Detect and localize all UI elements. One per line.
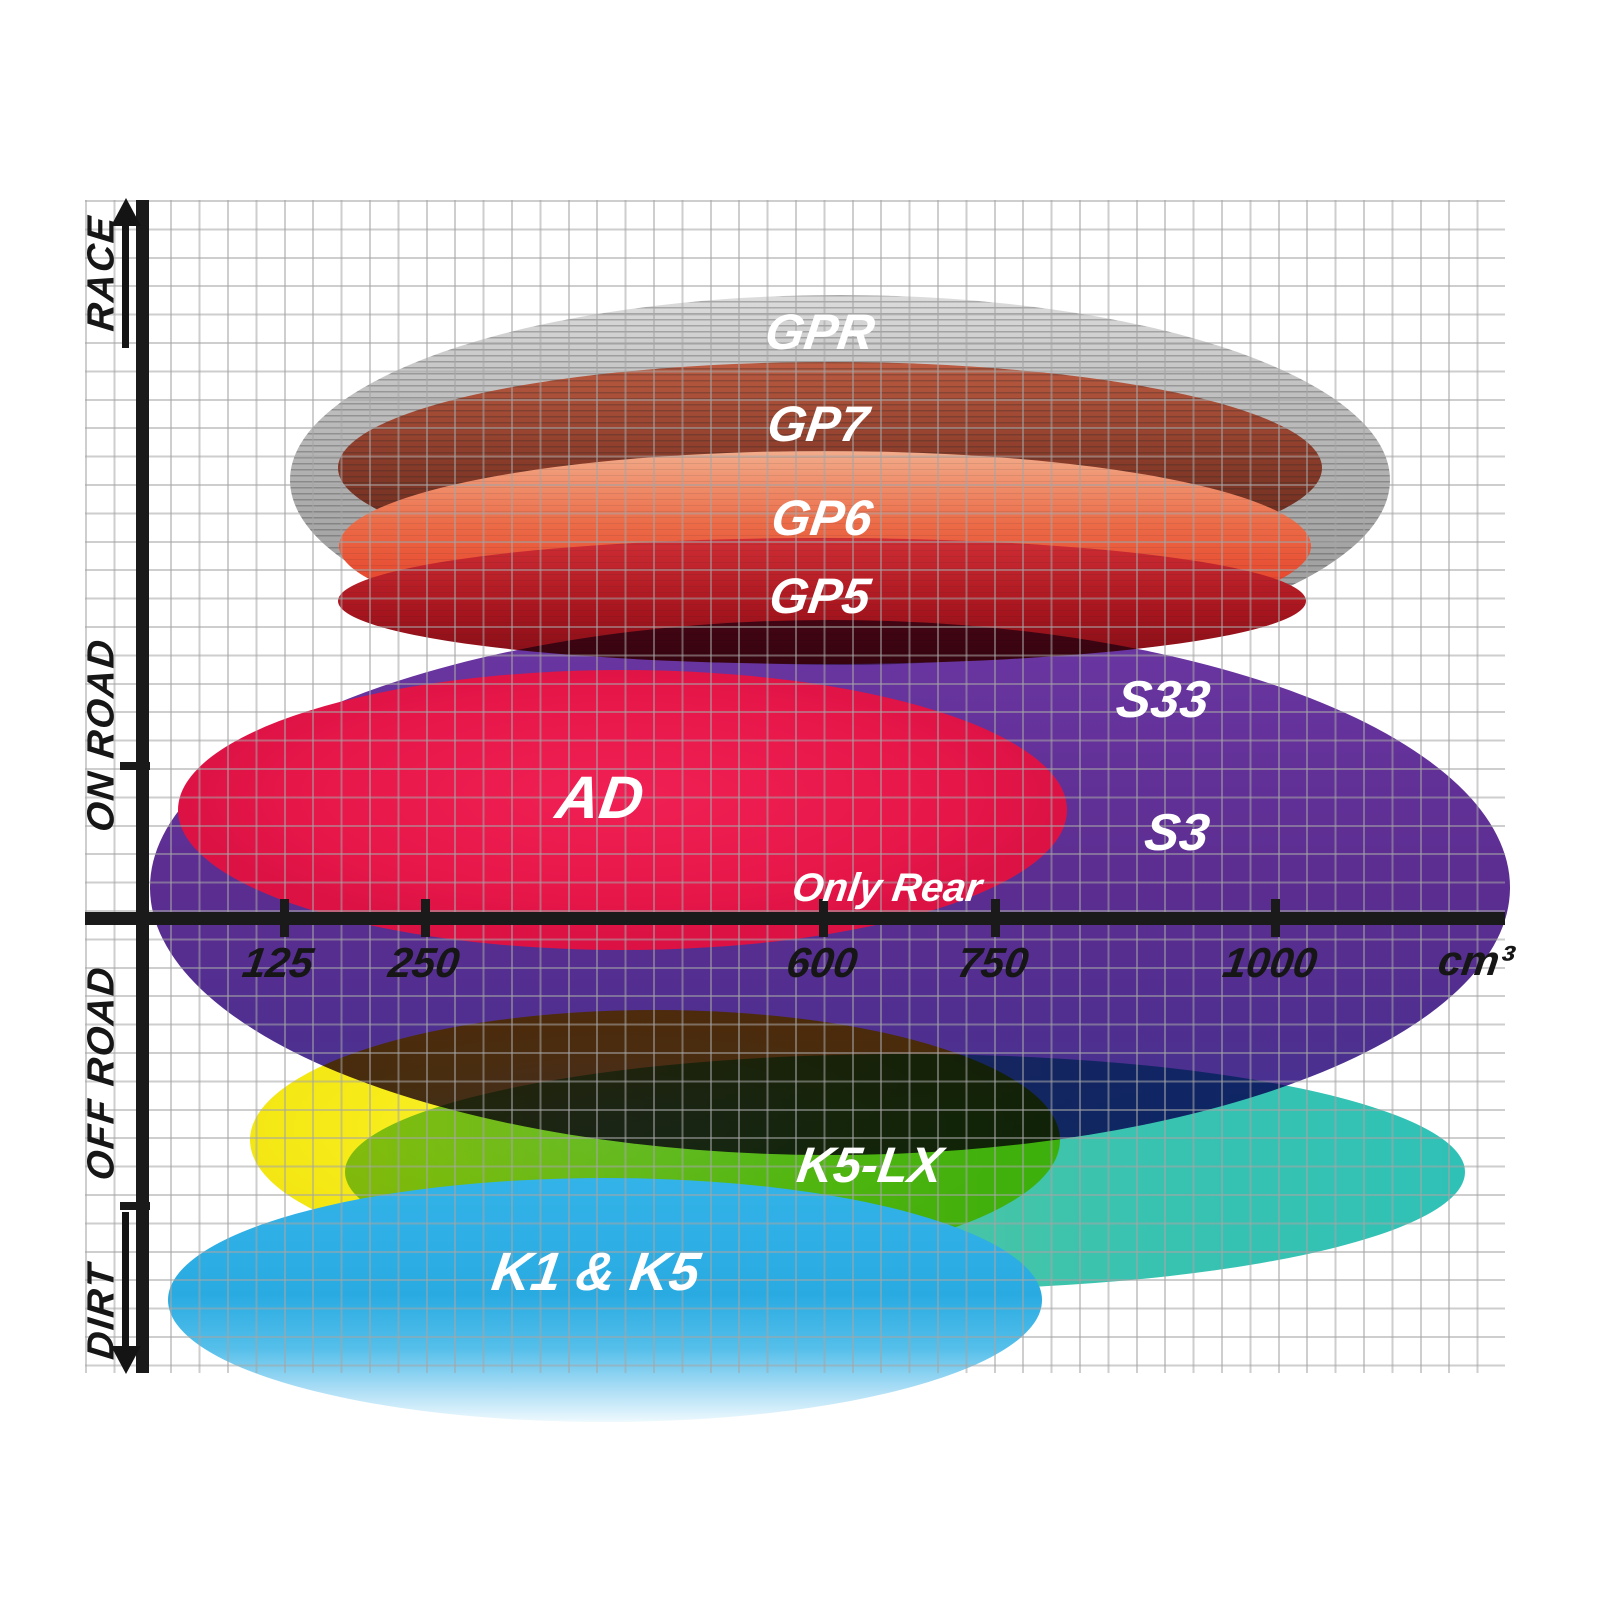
x-axis-line <box>85 912 1505 925</box>
label-only-rear: Only Rear <box>789 866 985 910</box>
x-tick-125 <box>280 899 289 937</box>
y-label-off-road: OFF ROAD <box>80 963 123 1183</box>
label-k5lx: K5-LX <box>793 1137 947 1193</box>
label-ad: AD <box>552 764 649 831</box>
y-label-on-road: ON ROAD <box>80 636 123 834</box>
x-tick-750 <box>991 899 1000 937</box>
label-s33: S33 <box>1112 671 1214 729</box>
arrow-up-icon <box>111 198 141 226</box>
arrow-down-shaft <box>122 1212 129 1348</box>
arrow-up-shaft <box>122 212 129 348</box>
y-label-dirt: DIRT <box>80 1260 123 1362</box>
x-tick-600 <box>819 899 828 937</box>
y-axis-tick <box>120 762 150 770</box>
y-axis-line <box>136 200 149 1373</box>
x-tick-label-1000: 1000 <box>1220 939 1321 986</box>
label-gpr: GPR <box>761 304 879 360</box>
x-tick-label-750: 750 <box>954 939 1032 986</box>
x-tick-1000 <box>1271 899 1280 937</box>
label-s3: S3 <box>1141 804 1213 862</box>
x-axis-unit-label: cm³ <box>1435 937 1517 984</box>
x-tick-250 <box>421 899 430 937</box>
label-gp6: GP6 <box>768 490 876 546</box>
y-axis-tick <box>120 1202 150 1210</box>
x-tick-label-125: 125 <box>239 939 317 986</box>
label-gp7: GP7 <box>764 396 872 452</box>
arrow-down-icon <box>111 1346 141 1374</box>
label-gp5: GP5 <box>766 568 874 624</box>
x-tick-label-250: 250 <box>385 939 463 986</box>
label-k1k5: K1 & K5 <box>488 1242 704 1302</box>
y-label-race: RACE <box>80 212 123 333</box>
x-tick-label-600: 600 <box>783 939 861 986</box>
